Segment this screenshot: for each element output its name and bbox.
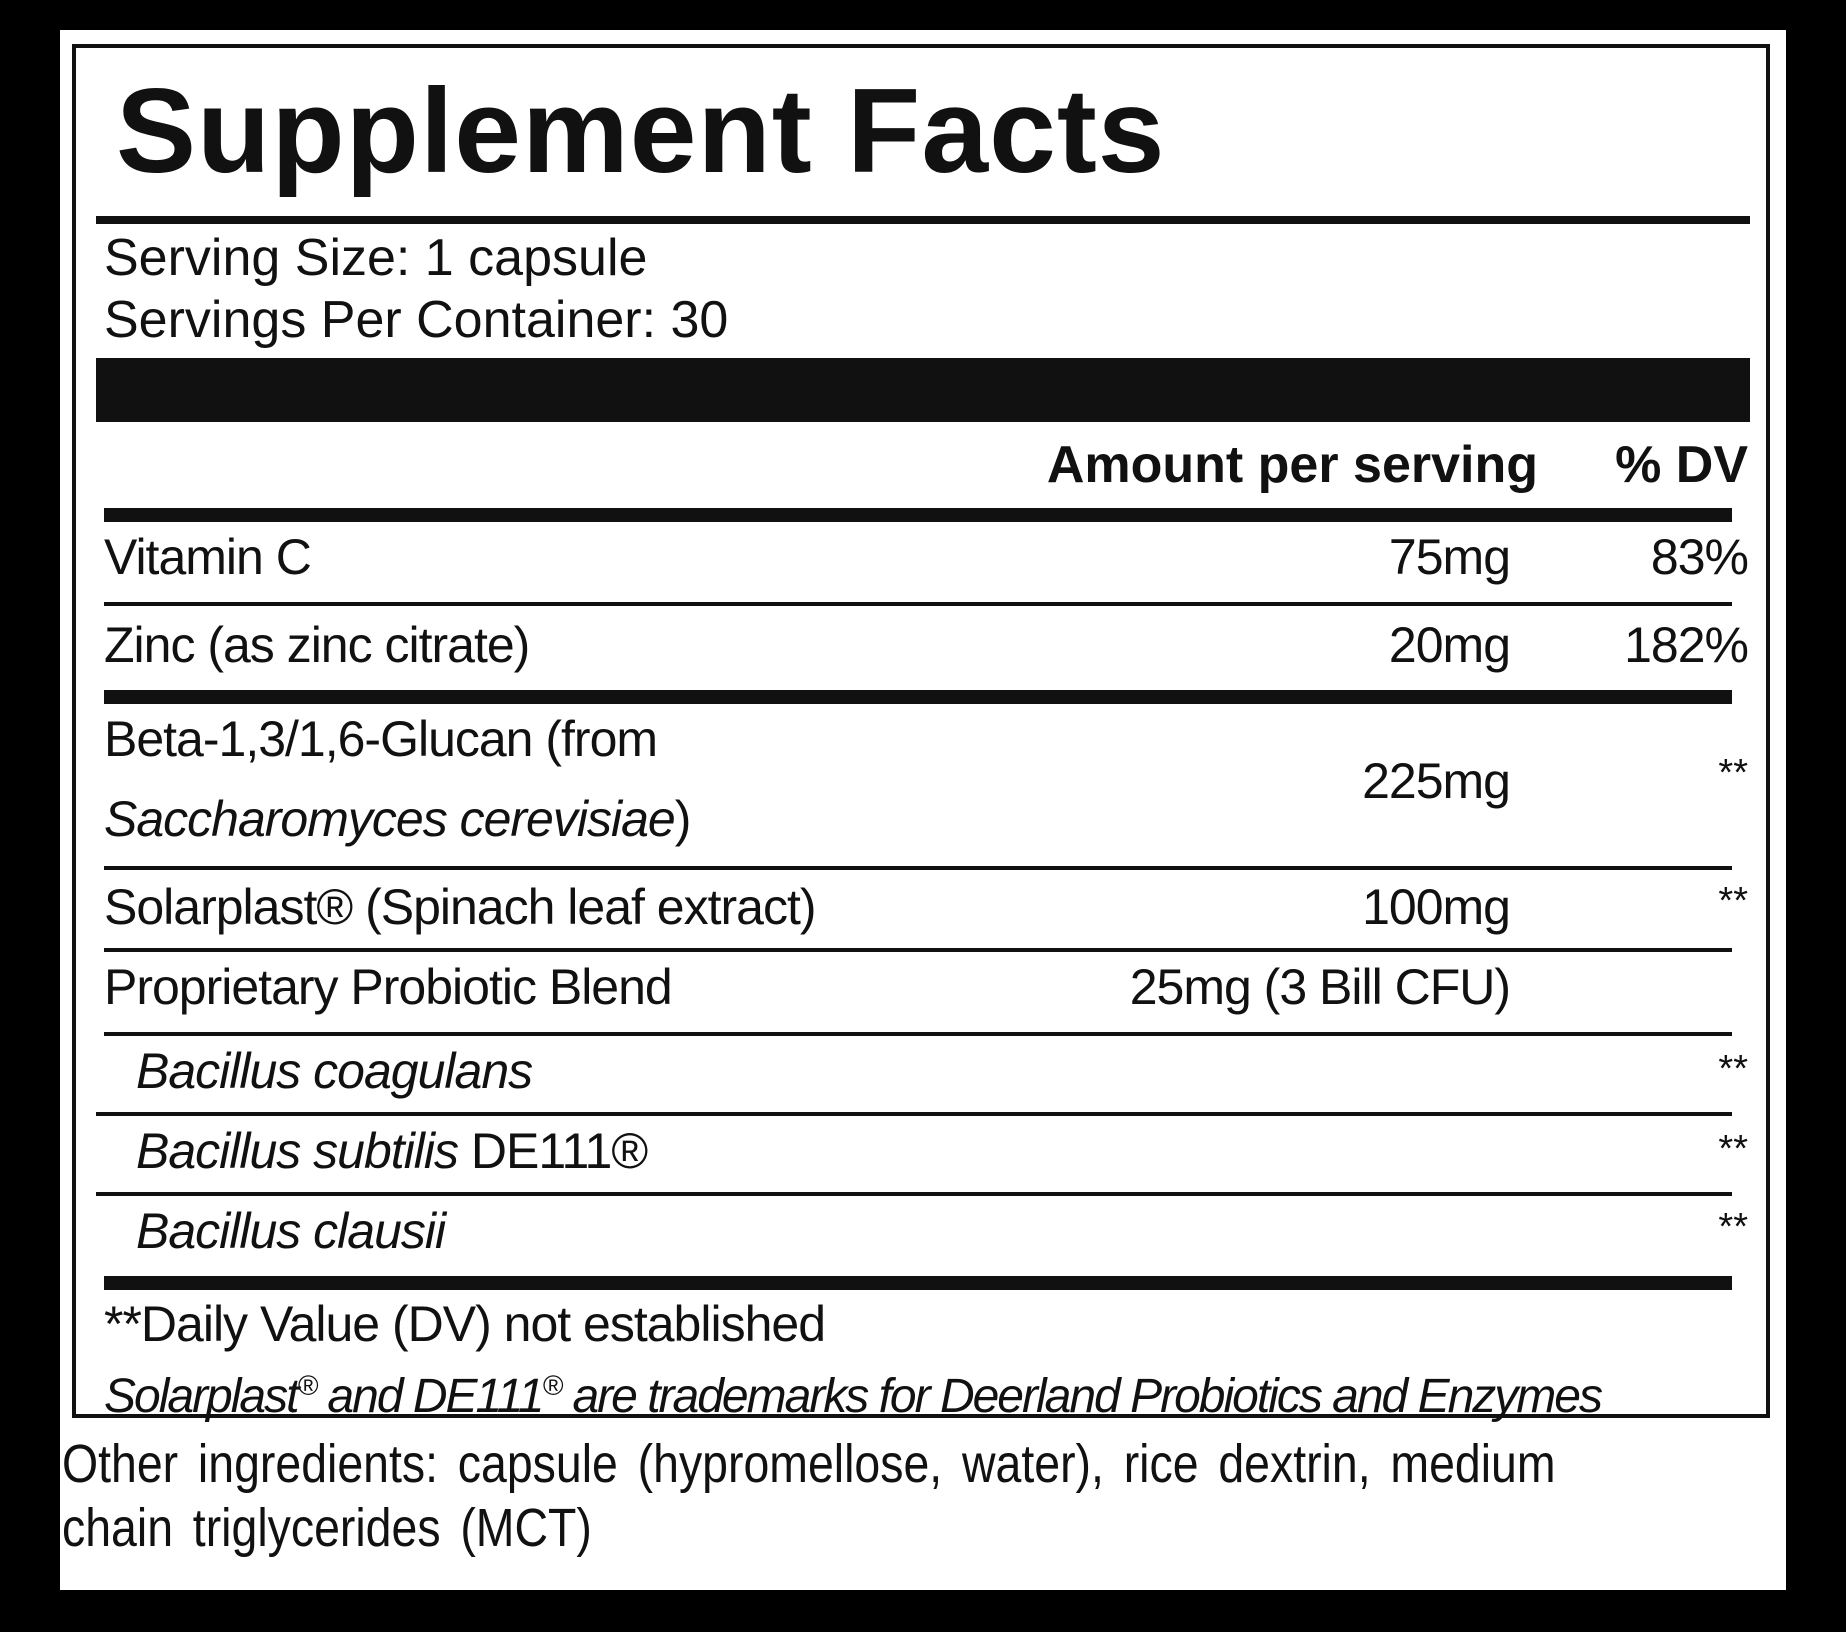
strain-dv: **	[1718, 1206, 1748, 1248]
row-divider	[104, 602, 1732, 606]
row-divider	[104, 1032, 1732, 1036]
nutrient-dv: **	[1718, 752, 1748, 794]
nutrient-dv: **	[1718, 880, 1748, 922]
nutrient-amount: 75mg	[1388, 529, 1511, 585]
row-divider	[96, 1192, 1732, 1196]
nutrient-dv: 182%	[1624, 617, 1749, 673]
nutrient-name: Proprietary Probiotic Blend	[104, 959, 673, 1015]
strain-italic: Bacillus coagulans	[136, 1043, 533, 1099]
row-divider	[104, 948, 1732, 952]
strain-dv: **	[1718, 1048, 1748, 1090]
strain-name: Bacillus clausii	[136, 1196, 446, 1266]
bottom-section-rule	[104, 1276, 1732, 1290]
trademark-de111: and DE111	[316, 1370, 544, 1423]
strain-name: Bacillus coagulans	[136, 1036, 533, 1106]
supplement-facts-panel: Supplement Facts Serving Size: 1 capsule…	[72, 44, 1770, 1423]
registered-mark: ®	[542, 1370, 564, 1401]
paren-close: )	[674, 791, 692, 847]
nutrient-name-line2: Saccharomyces cerevisiae)	[104, 784, 692, 854]
servings-per-container: Servings Per Container: 30	[104, 291, 729, 349]
nutrient-name: Zinc (as zinc citrate)	[104, 617, 530, 673]
header-rule	[104, 508, 1732, 522]
other-ingredients-line1: Other ingredients: capsule (hypromellose…	[62, 1434, 1556, 1494]
section-rule	[104, 690, 1732, 704]
species-name: Saccharomyces cerevisiae	[104, 791, 676, 847]
dv-footnote: **Daily Value (DV) not established	[104, 1296, 826, 1352]
label-sheet: Supplement Facts Serving Size: 1 capsule…	[60, 30, 1786, 1590]
strain-italic: Bacillus clausii	[136, 1203, 446, 1259]
nutrient-amount: 100mg	[1362, 879, 1511, 935]
other-ingredients-line2: chain triglycerides (MCT)	[62, 1498, 592, 1558]
trademark-notice: Solarplast® and DE111® are trademarks fo…	[104, 1354, 1603, 1429]
nutrient-dv: 83%	[1650, 529, 1749, 585]
row-divider	[104, 866, 1732, 870]
trademark-owner: are trademarks for Deerland Probiotics a…	[561, 1370, 1602, 1423]
nutrient-amount: 225mg	[1362, 753, 1511, 809]
nutrient-name-line1: Beta-1,3/1,6-Glucan (from	[104, 711, 658, 767]
row-divider	[96, 1112, 1732, 1116]
title-rule	[96, 216, 1750, 224]
nutrient-amount: 20mg	[1388, 617, 1511, 673]
panel-title: Supplement Facts	[116, 64, 1166, 198]
serving-size: Serving Size: 1 capsule	[104, 229, 648, 287]
nutrient-name: Vitamin C	[104, 529, 312, 585]
registered-mark: ®	[297, 1370, 318, 1401]
column-header-amount: Amount per serving	[1046, 436, 1538, 494]
trademark-solarplast: Solarplast	[104, 1370, 299, 1423]
strain-dv: **	[1718, 1128, 1748, 1170]
header-black-bar	[96, 358, 1750, 422]
other-ingredients: Other ingredients: capsule (hypromellose…	[62, 1432, 1696, 1560]
column-header-dv: % DV	[1615, 436, 1748, 494]
strain-tail: DE111®	[458, 1123, 648, 1179]
strain-name: Bacillus subtilis DE111®	[136, 1116, 648, 1186]
nutrient-name: Solarplast® (Spinach leaf extract)	[104, 879, 817, 935]
strain-italic: Bacillus subtilis	[136, 1123, 459, 1179]
nutrient-amount: 25mg (3 Bill CFU)	[1129, 959, 1511, 1015]
